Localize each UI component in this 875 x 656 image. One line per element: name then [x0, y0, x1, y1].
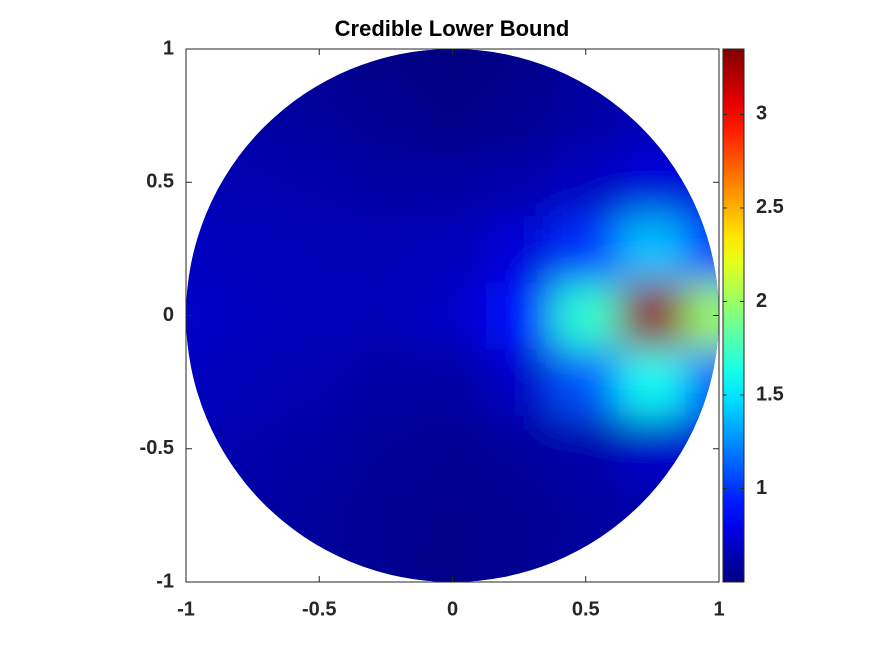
heat-cell: [352, 282, 420, 350]
heat-cell: [619, 215, 687, 283]
y-tick-label: 0: [163, 304, 174, 326]
heat-cell: [285, 415, 354, 483]
heat-cell: [419, 148, 487, 217]
heat-cell: [485, 82, 553, 150]
chart-title: Credible Lower Bound: [335, 16, 570, 41]
y-tick-label: 1: [163, 37, 174, 59]
heat-cell: [419, 282, 487, 350]
colorbar-tick-label: 3: [756, 103, 767, 125]
colorbar-tick-label: 1: [756, 477, 767, 499]
x-tick-label: 1: [713, 598, 724, 620]
heat-cell: [485, 415, 553, 483]
heat-cell: [419, 482, 487, 550]
colorbar-tick-label: 2: [756, 290, 767, 312]
heat-cell: [352, 82, 420, 150]
heat-cell: [285, 215, 354, 283]
heat-cell: [619, 282, 687, 350]
heat-cell: [485, 148, 553, 217]
heat-cell: [485, 348, 553, 416]
heat-cell: [285, 282, 354, 350]
x-tick-label: -1: [177, 598, 195, 620]
heat-cell: [285, 148, 354, 217]
axes: -1 -0.5 0 0.5 1 -1 -0.5 0 0.5 1 1 1.5 2 2.5 3: [140, 37, 784, 620]
heat-cell: [219, 215, 287, 283]
heat-cell: [219, 348, 287, 416]
heat-cell: [485, 215, 553, 283]
heat-cell: [219, 282, 287, 350]
heat-cell: [352, 148, 420, 217]
heat-cell: [485, 282, 553, 350]
heat-cell: [619, 348, 687, 416]
heat-cell: [552, 215, 620, 283]
heat-cell: [419, 348, 487, 416]
heat-cell: [552, 282, 620, 350]
heat-cell: [419, 215, 487, 283]
y-tick-label: 0.5: [146, 171, 174, 193]
y-tick-label: -0.5: [140, 437, 174, 459]
heat-cell: [419, 82, 487, 150]
heat-cell: [552, 415, 620, 483]
x-tick-label: -0.5: [302, 598, 336, 620]
heat-cell: [352, 348, 420, 416]
colorbar: [722, 48, 745, 583]
heat-cell: [352, 215, 420, 283]
heat-cell: [352, 415, 420, 483]
heat-cell: [552, 148, 620, 217]
heat-cell: [552, 348, 620, 416]
heat-cell: [485, 482, 553, 550]
colorbar-tick-label: 1.5: [756, 383, 784, 405]
colorbar-tick-label: 2.5: [756, 196, 784, 218]
heat-cell: [419, 415, 487, 483]
heat-cell: [352, 482, 420, 550]
heat-cell: [285, 348, 354, 416]
x-tick-label: 0: [447, 598, 458, 620]
x-tick-label: 0.5: [572, 598, 600, 620]
disk: [186, 49, 719, 582]
y-tick-label: -1: [156, 570, 174, 592]
